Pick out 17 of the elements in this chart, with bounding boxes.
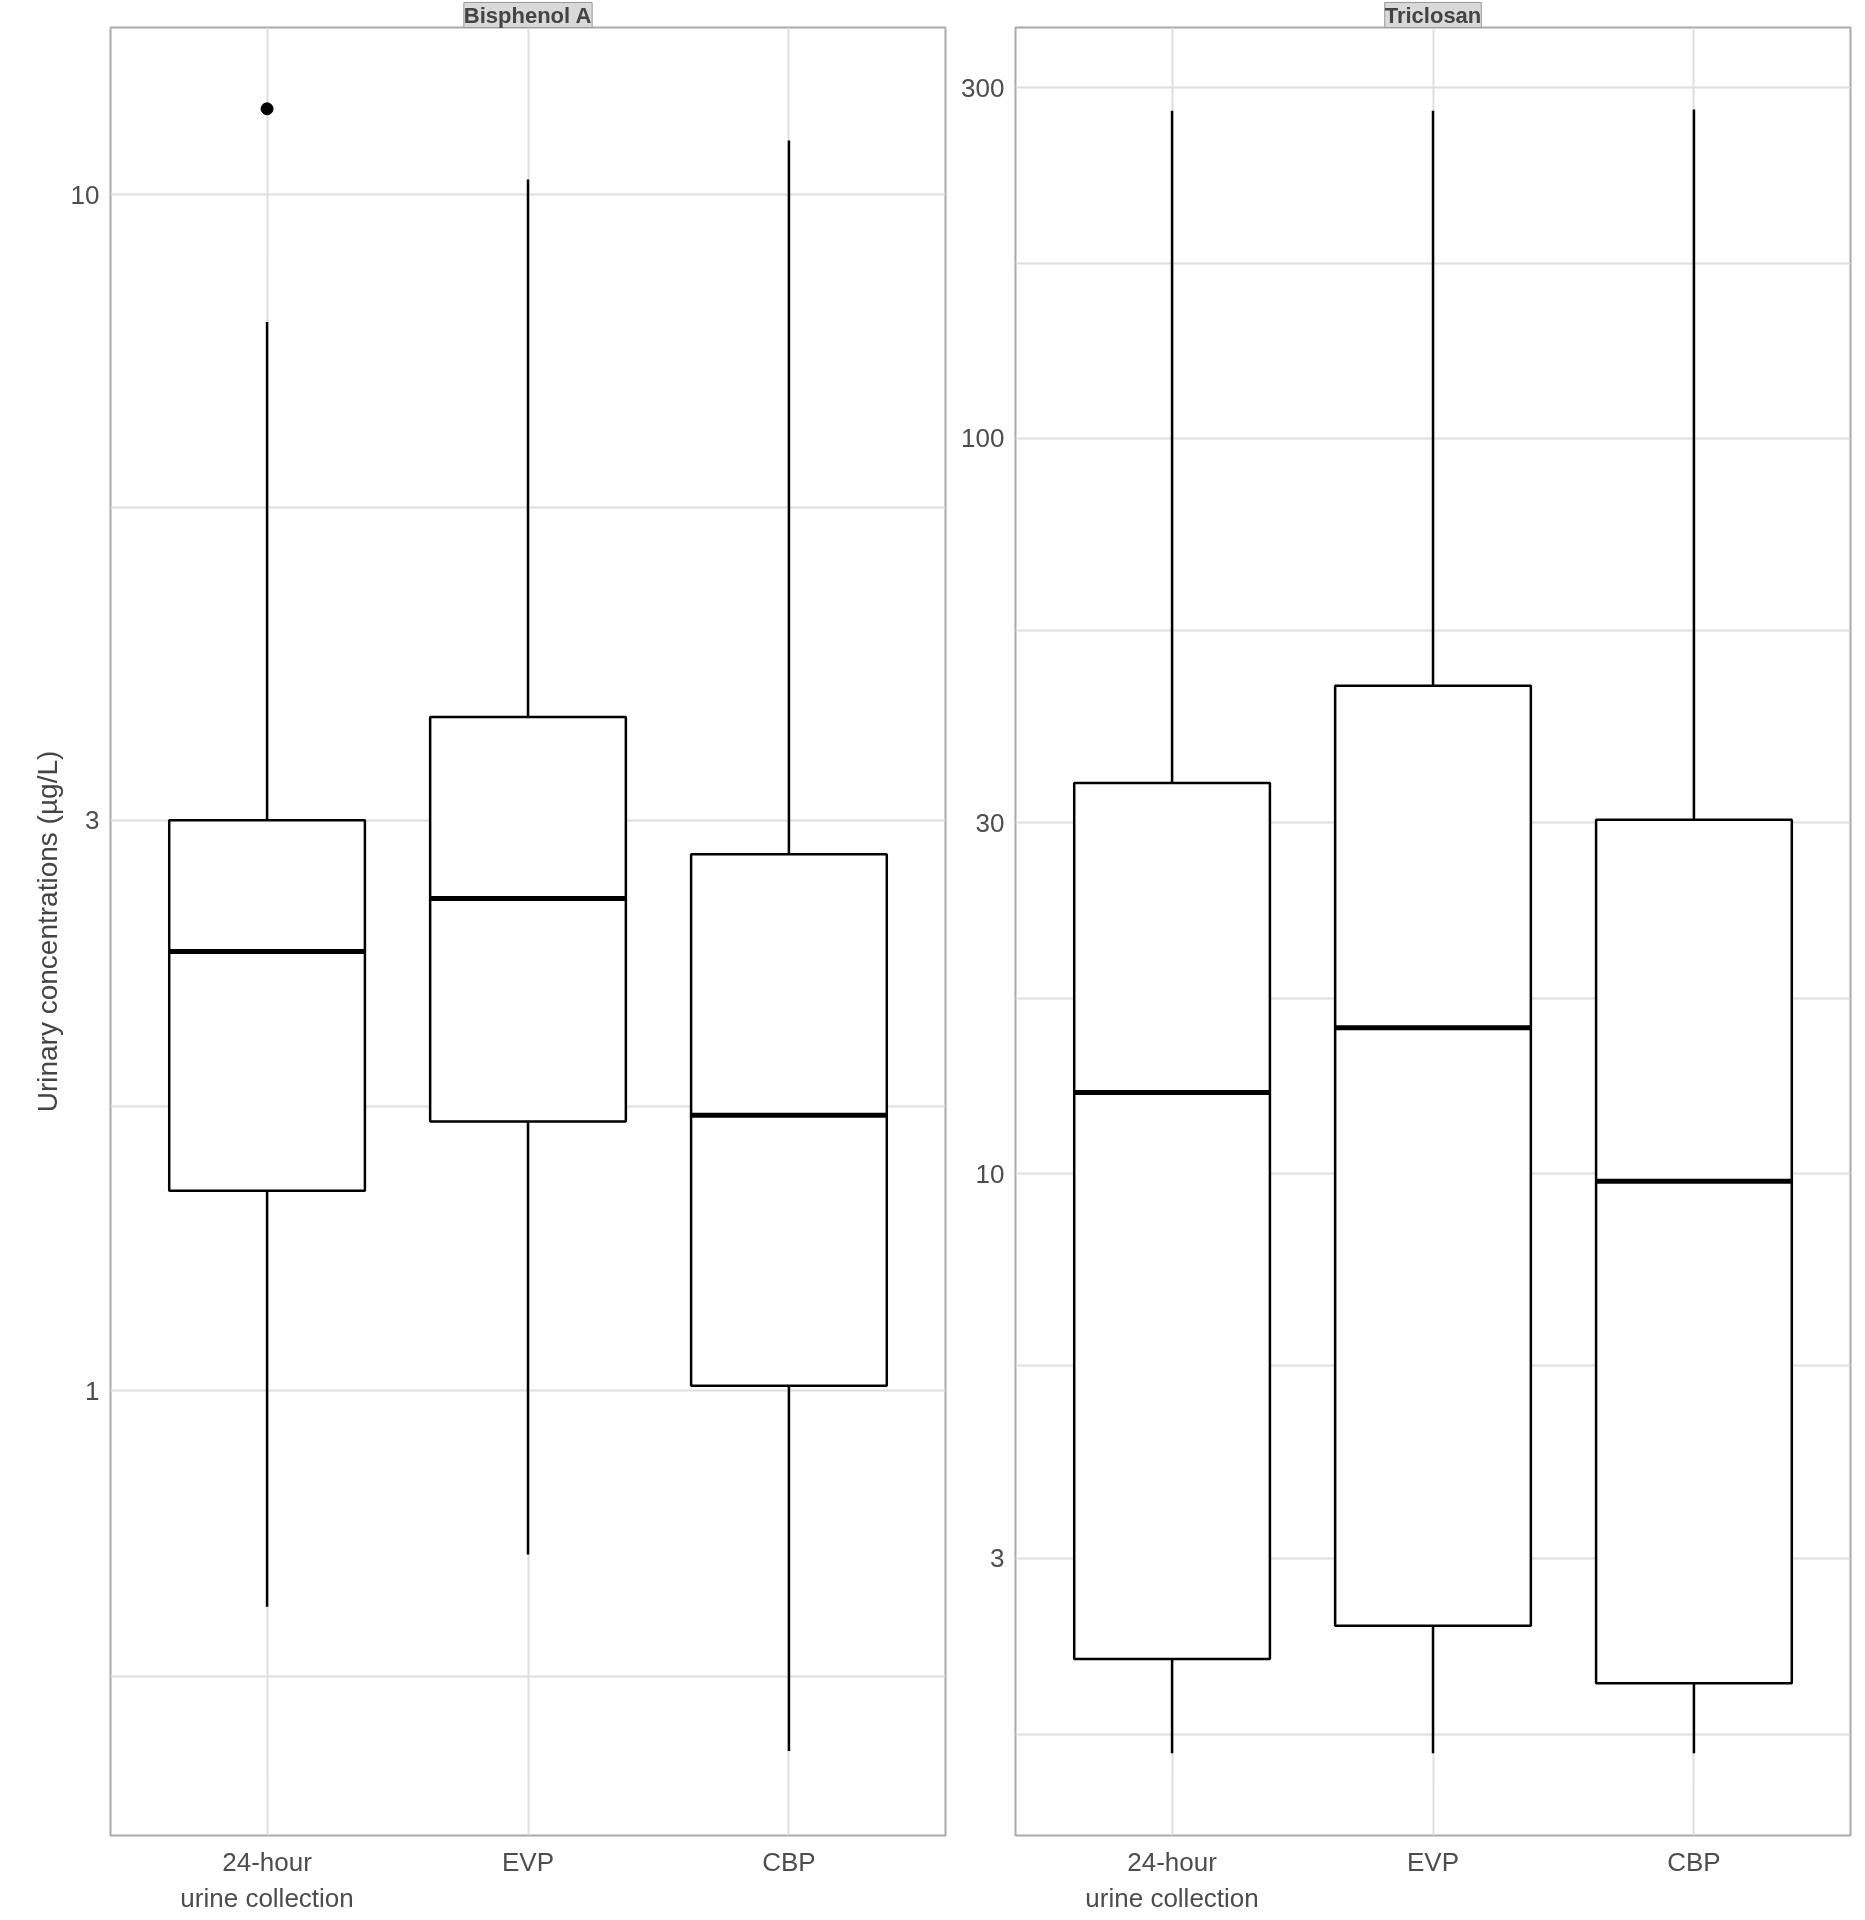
y-tick-label: 30: [975, 807, 1005, 838]
x-tick-label: CBP: [762, 1846, 816, 1877]
y-tick-label: 100: [961, 423, 1005, 454]
y-tick-label: 300: [961, 72, 1005, 103]
y-tick-label: 10: [975, 1158, 1005, 1189]
x-tick-label: EVP: [1406, 1846, 1460, 1877]
chart-title: Triclosan: [1384, 2, 1482, 28]
x-tick-label: EVP: [501, 1846, 555, 1877]
y-tick-label: 1: [85, 1375, 100, 1406]
x-tick-label: 24-hour urine collection: [180, 1846, 354, 1913]
x-tick-label: CBP: [1667, 1846, 1721, 1877]
y-tick-label: 10: [70, 179, 100, 210]
y-axis-title: Urinary concentrations (µg/L): [31, 750, 63, 1113]
x-tick-label: 24-hour urine collection: [1085, 1846, 1259, 1913]
chart-title: Bisphenol A: [463, 2, 592, 28]
y-tick-label: 3: [990, 1543, 1005, 1574]
y-tick-label: 3: [85, 805, 100, 836]
